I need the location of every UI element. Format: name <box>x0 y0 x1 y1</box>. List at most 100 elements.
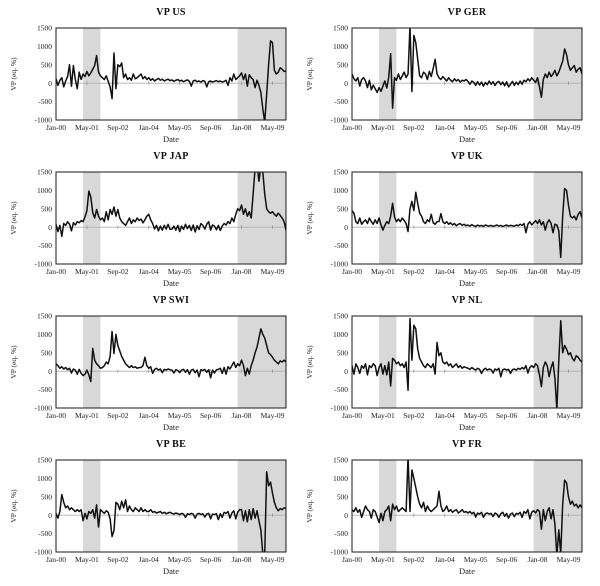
y-axis-tick-label: -1000 <box>331 548 349 557</box>
y-axis-tick-label: -1000 <box>35 260 53 269</box>
x-axis-tick-label: May-09 <box>261 411 285 420</box>
plot-frame <box>351 459 583 553</box>
x-axis-tick-label: Jan-08 <box>232 411 252 420</box>
x-axis-tick-label: May-01 <box>75 555 99 564</box>
y-axis-tick-label: 1000 <box>333 42 348 51</box>
x-axis-tick-label: May-01 <box>371 555 395 564</box>
x-axis-tick-label: May-05 <box>168 123 192 132</box>
x-axis-tick-label: Jan-00 <box>342 411 362 420</box>
y-axis-tick-label: 500 <box>337 60 349 69</box>
y-axis-tick-label: 1000 <box>37 474 52 483</box>
chart-panel-vp-jap: VP JAP 1500 1000 500 0 -500 -1000 Jan-00 May-01… <box>6 150 298 294</box>
x-axis-tick-label: Jan-08 <box>528 411 548 420</box>
x-axis-tick-label: May-05 <box>464 123 488 132</box>
y-axis-label: VP (eq. %) <box>305 201 314 235</box>
chart-title: VP GER <box>447 7 487 18</box>
x-axis-tick-label: May-05 <box>168 267 192 276</box>
x-axis-tick-label: Jan-04 <box>139 123 159 132</box>
y-axis-tick-label: -500 <box>38 97 52 106</box>
y-axis-label: VP (eq. %) <box>9 57 18 91</box>
y-axis-tick-label: -1000 <box>331 260 349 269</box>
x-axis-tick-label: May-01 <box>75 267 99 276</box>
y-axis-tick-label: 0 <box>48 79 52 88</box>
x-axis-tick-label: Sep-06 <box>496 411 517 420</box>
x-axis-tick-label: Jan-00 <box>342 123 362 132</box>
x-axis-label: Date <box>163 278 179 288</box>
recession-band <box>379 316 397 408</box>
x-axis-tick-label: May-05 <box>464 411 488 420</box>
x-axis-tick-label: May-05 <box>464 267 488 276</box>
y-axis-tick-label: 1000 <box>333 474 348 483</box>
y-axis-label: VP (eq. %) <box>305 57 314 91</box>
x-axis-label: Date <box>459 134 475 144</box>
y-axis-tick-label: 1500 <box>333 168 348 177</box>
recession-band <box>379 460 397 552</box>
x-axis-tick-label: Jan-08 <box>232 123 252 132</box>
x-axis-tick-label: May-01 <box>75 123 99 132</box>
series-line <box>352 28 582 109</box>
plot-frame <box>351 27 583 121</box>
x-axis-tick-label: Jan-08 <box>528 555 548 564</box>
x-axis-tick-label: Sep-02 <box>107 123 128 132</box>
y-axis-tick-label: -1000 <box>331 404 349 413</box>
y-axis-label: VP (eq. %) <box>305 345 314 379</box>
x-axis-tick-label: Jan-00 <box>46 411 66 420</box>
x-axis-tick-label: May-01 <box>371 123 395 132</box>
chart-title: VP SWI <box>152 295 190 306</box>
y-axis-tick-label: 0 <box>344 223 348 232</box>
chart-panel-vp-nl: VP NL 1500 1000 500 0 -500 -1000 Jan-00 May-01 S… <box>302 294 594 438</box>
chart-panel-vp-fr: VP FR 1500 1000 500 0 -500 -1000 Jan-00 May-01 S… <box>302 438 594 582</box>
y-axis-tick-label: 500 <box>337 348 349 357</box>
y-axis-tick-label: 1500 <box>333 24 348 33</box>
recession-band <box>533 172 582 264</box>
y-axis-tick-label: -500 <box>334 385 348 394</box>
x-axis-tick-label: Sep-06 <box>200 411 221 420</box>
y-axis-tick-label: 0 <box>344 367 348 376</box>
y-axis-tick-label: 1500 <box>333 312 348 321</box>
x-axis-tick-label: Sep-06 <box>200 123 221 132</box>
x-axis-tick-label: May-09 <box>557 555 581 564</box>
chart-title: VP NL <box>451 295 483 306</box>
y-axis-tick-label: -1000 <box>35 548 53 557</box>
plot-frame <box>351 315 583 409</box>
y-axis-tick-label: -1000 <box>35 116 53 125</box>
x-axis-tick-label: Sep-02 <box>403 123 424 132</box>
y-axis-label: VP (eq. %) <box>9 201 18 235</box>
x-axis-tick-label: Sep-02 <box>107 411 128 420</box>
x-axis-tick-label: Sep-06 <box>200 555 221 564</box>
plot-frame <box>55 171 287 265</box>
y-axis-tick-label: 0 <box>48 223 52 232</box>
y-axis-tick-label: 500 <box>337 204 349 213</box>
y-axis-label: VP (eq. %) <box>305 489 314 523</box>
recession-band <box>83 460 101 552</box>
x-axis-tick-label: Jan-04 <box>435 411 455 420</box>
y-axis-tick-label: 0 <box>344 511 348 520</box>
chart-title: VP BE <box>155 439 187 450</box>
x-axis-tick-label: May-05 <box>168 411 192 420</box>
chart-panel-vp-be: VP BE 1500 1000 500 0 -500 -1000 Jan-00 May-01 S… <box>6 438 298 582</box>
x-axis-tick-label: Jan-08 <box>528 267 548 276</box>
x-axis-tick-label: Jan-08 <box>232 555 252 564</box>
x-axis-tick-label: May-05 <box>168 555 192 564</box>
x-axis-tick-label: Jan-04 <box>139 267 159 276</box>
y-axis-tick-label: -500 <box>38 385 52 394</box>
y-axis-tick-label: -1000 <box>331 116 349 125</box>
y-axis-tick-label: 0 <box>48 367 52 376</box>
x-axis-tick-label: Jan-00 <box>342 555 362 564</box>
x-axis-tick-label: May-09 <box>557 123 581 132</box>
x-axis-tick-label: May-01 <box>75 411 99 420</box>
y-axis-tick-label: 1000 <box>37 186 52 195</box>
y-axis-tick-label: -500 <box>334 241 348 250</box>
x-axis-tick-label: Sep-06 <box>200 267 221 276</box>
x-axis-tick-label: Sep-02 <box>403 555 424 564</box>
x-axis-tick-label: Sep-02 <box>403 411 424 420</box>
y-axis-tick-label: 1500 <box>37 312 52 321</box>
recession-band <box>237 172 286 264</box>
y-axis-tick-label: 500 <box>41 348 53 357</box>
recession-band <box>379 172 397 264</box>
